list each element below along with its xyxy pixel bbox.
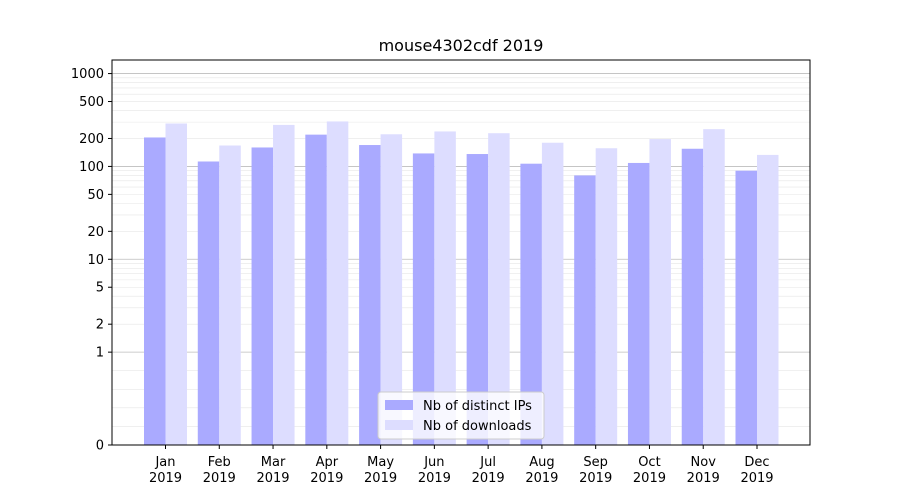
y-tick-label: 20: [87, 225, 104, 240]
x-tick-label: Feb 2019: [203, 455, 236, 486]
legend-swatch: [385, 400, 413, 410]
bar-distinct-ips: [466, 154, 489, 445]
chart-title: mouse4302cdf 2019: [379, 36, 544, 55]
bar-distinct-ips: [305, 134, 327, 445]
x-tick-label: Aug 2019: [525, 455, 558, 486]
x-tick-label: Oct 2019: [633, 455, 666, 486]
bar-distinct-ips: [574, 175, 596, 446]
bar-downloads: [326, 121, 349, 445]
y-tick-label: 1000: [71, 67, 104, 82]
bar-distinct-ips: [681, 148, 704, 446]
x-tick-label: Jan 2019: [149, 455, 182, 486]
bar-downloads: [434, 131, 456, 446]
bar-distinct-ips: [735, 170, 757, 445]
y-tick-label: 0: [96, 439, 104, 454]
y-tick-label: 5: [96, 281, 104, 296]
bar-downloads: [273, 124, 295, 446]
y-tick-label: 10: [87, 253, 104, 268]
bar-distinct-ips: [251, 147, 274, 445]
bar-distinct-ips: [359, 145, 381, 445]
bar-distinct-ips: [412, 153, 435, 445]
bar-downloads: [380, 134, 403, 445]
y-tick-label: 100: [79, 160, 104, 175]
y-tick-label: 500: [79, 95, 104, 110]
bars: [144, 121, 779, 446]
legend-box: [377, 391, 545, 440]
y-tick-label: 200: [79, 132, 104, 147]
x-tick-label: Apr 2019: [310, 455, 343, 486]
y-tick-label: 50: [87, 188, 104, 203]
x-tick-label: May 2019: [364, 455, 397, 486]
y-axis: 0 1 2 5 10 20 50 100 200 500 1000: [71, 67, 112, 454]
y-tick-label: 1: [96, 346, 104, 361]
x-tick-label: Jun 2019: [418, 455, 451, 486]
bar-downloads: [703, 129, 725, 446]
legend-label: Nb of distinct IPs: [423, 399, 532, 414]
bar-distinct-ips: [520, 163, 542, 445]
bar-downloads: [165, 123, 187, 445]
bar-distinct-ips: [627, 162, 650, 446]
x-tick-label: Sep 2019: [579, 455, 612, 486]
legend-swatch: [385, 420, 413, 430]
bar-downloads: [757, 154, 779, 445]
x-tick-label: Nov 2019: [687, 455, 720, 486]
y-tick-label: 2: [96, 318, 104, 333]
legend-label: Nb of downloads: [423, 419, 532, 434]
bar-downloads: [488, 133, 510, 445]
bar-distinct-ips: [197, 161, 220, 445]
x-tick-label: Dec 2019: [740, 455, 773, 486]
bar-downloads: [219, 145, 241, 445]
plot-frame: [111, 59, 811, 446]
bar-distinct-ips: [144, 137, 166, 445]
legend: Nb of distinct IPs Nb of downloads: [377, 391, 545, 440]
bar-downloads: [649, 139, 671, 445]
bar-downloads: [541, 142, 564, 445]
x-tick-label: Jul 2019: [472, 455, 505, 486]
bar-downloads: [595, 148, 618, 446]
x-axis: Jan 2019 Feb 2019 Mar 2019 Apr 2019 May 2019 Jun 20…: [149, 445, 774, 486]
x-tick-label: Mar 2019: [256, 455, 289, 486]
